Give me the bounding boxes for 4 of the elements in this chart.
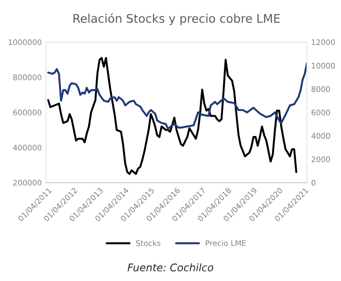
line-series <box>47 62 307 130</box>
chart-title: Relación Stocks y precio cobre LME <box>74 13 280 26</box>
source-note: Fuente: Cochilco <box>128 263 214 272</box>
line-series <box>47 56 298 175</box>
